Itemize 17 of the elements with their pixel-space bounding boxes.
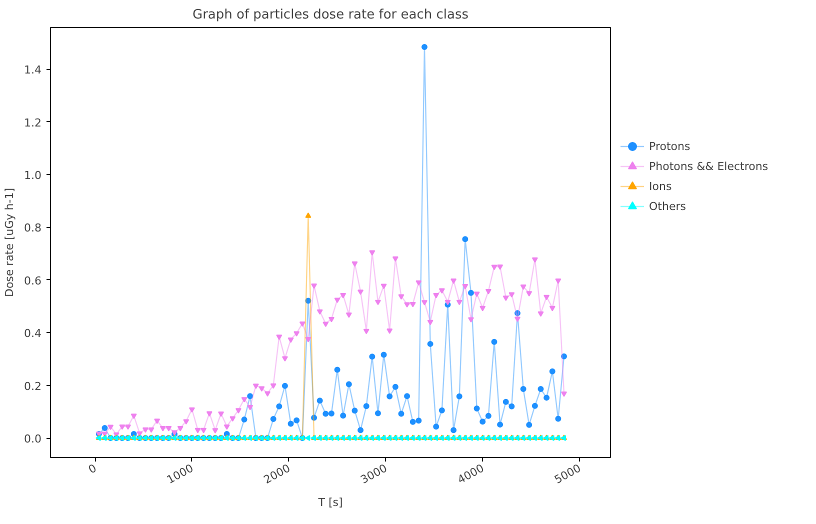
y-tick-label: 0.0: [24, 432, 42, 446]
x-tick-label: 4000: [455, 462, 486, 487]
chart-title: Graph of particles dose rate for each class: [192, 8, 469, 22]
legend-label: Others: [649, 200, 686, 212]
y-tick-label: 0.2: [24, 380, 42, 393]
y-axis-title: Dose rate [uGy h-1]: [3, 188, 16, 298]
y-tick-label: 1.4: [24, 64, 42, 77]
y-tick-label: 1.2: [24, 116, 42, 130]
legend-label: Ions: [649, 180, 672, 192]
x-tick-label: 0: [86, 462, 99, 476]
y-tick-label: 0.8: [24, 222, 42, 235]
y-tick-label: 1.0: [24, 169, 42, 182]
legend-label: Protons: [649, 140, 690, 152]
legend-label: Photons && Electrons: [649, 160, 768, 172]
x-axis-title: T [s]: [317, 496, 343, 509]
y-tick-label: 0.6: [24, 274, 42, 288]
y-tick-label: 0.4: [24, 327, 42, 340]
